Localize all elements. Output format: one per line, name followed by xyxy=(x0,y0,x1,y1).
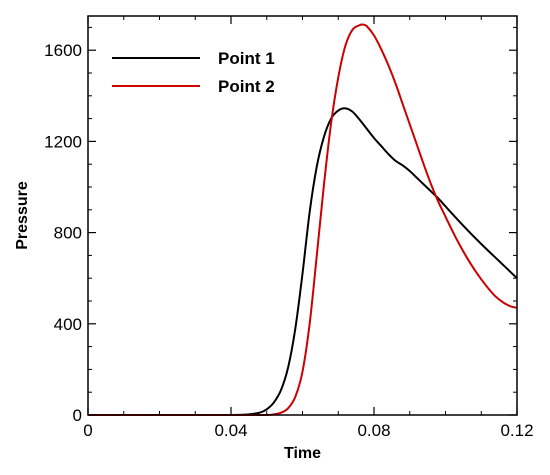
axes: 0 0.04 0.08 0.12 0 400 800 1200 1600 xyxy=(44,16,534,440)
y-tick-label: 400 xyxy=(54,315,82,334)
series-line-point-2 xyxy=(88,23,518,417)
x-tick-label: 0.12 xyxy=(500,421,533,440)
x-tick-label: 0.04 xyxy=(214,421,247,440)
x-tick-label: 0 xyxy=(83,421,92,440)
y-axis-title: Pressure xyxy=(14,181,31,250)
legend: Point 1 Point 2 xyxy=(112,49,275,96)
y-tick-label: 800 xyxy=(54,224,82,243)
x-axis-title: Time xyxy=(284,445,321,462)
legend-label: Point 1 xyxy=(218,49,275,68)
series-line-point-1 xyxy=(88,107,518,417)
x-tick-label: 0.08 xyxy=(357,421,390,440)
y-tick-label: 1200 xyxy=(44,132,82,151)
plot-marks xyxy=(88,23,518,417)
legend-label: Point 2 xyxy=(218,77,275,96)
y-tick-label: 1600 xyxy=(44,41,82,60)
y-tick-label: 0 xyxy=(73,406,82,425)
